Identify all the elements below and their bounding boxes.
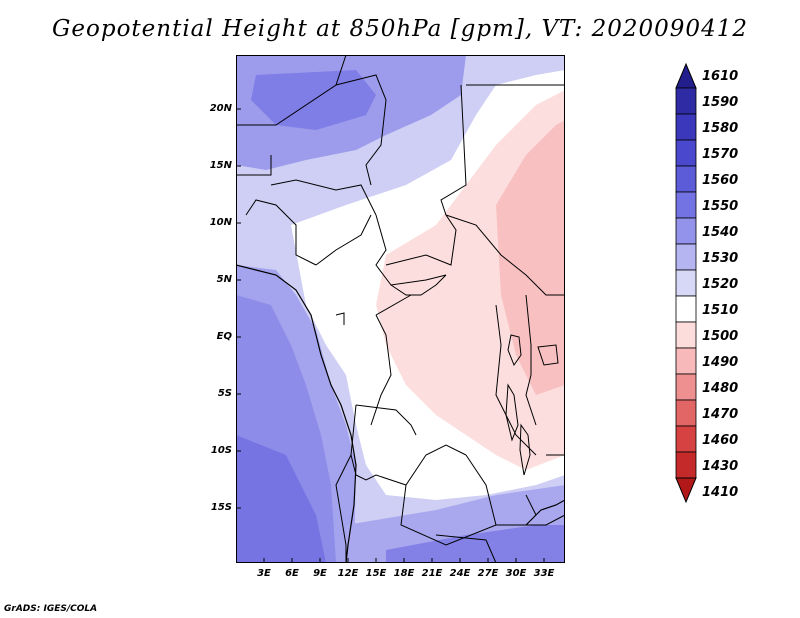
colorbar-label: 1410 (702, 485, 739, 500)
map-frame (236, 55, 565, 563)
colorbar-bottom-arrow (675, 477, 697, 504)
colorbar-segment (675, 425, 697, 453)
lat-label-10n: 10N (209, 217, 232, 228)
lakes (505, 334, 559, 476)
colorbar-label: 1470 (702, 407, 739, 422)
colorbar-top-arrow (675, 62, 697, 89)
coastline (236, 264, 357, 563)
colorbar-segment (675, 451, 697, 479)
geopotential-map (236, 55, 565, 563)
colorbar-segment (675, 165, 697, 193)
colorbar-label: 1590 (702, 95, 739, 110)
colorbar-label: 1490 (702, 355, 739, 370)
colorbar-label: 1510 (702, 303, 739, 318)
colorbar-label: 1570 (702, 147, 739, 162)
country-borders (236, 55, 565, 563)
colorbar-segment (675, 113, 697, 141)
colorbar-label: 1500 (702, 329, 739, 344)
colorbar-segment (675, 373, 697, 401)
field-high-core (496, 120, 565, 395)
colorbar-label: 1430 (702, 459, 739, 474)
colorbar-label: 1530 (702, 251, 739, 266)
lon-label-3e: 3E (257, 568, 271, 579)
colorbar-segment (675, 243, 697, 271)
lon-label-33e: 33E (533, 568, 555, 579)
lon-label-15e: 15E (365, 568, 387, 579)
colorbar-label: 1610 (702, 69, 739, 84)
lon-label-27e: 27E (477, 568, 499, 579)
colorbar-segment (675, 347, 697, 375)
lat-label-10s: 10S (210, 445, 232, 456)
colorbar-label: 1520 (702, 277, 739, 292)
colorbar-segment (675, 295, 697, 323)
map-panel (236, 55, 565, 563)
lon-label-9e: 9E (313, 568, 327, 579)
lat-label-5s: 5S (217, 388, 232, 399)
lon-label-18e: 18E (393, 568, 415, 579)
lat-label-15s: 15S (210, 502, 232, 513)
map-title: Geopotential Height at 850hPa [gpm], VT:… (52, 16, 748, 42)
grads-credit: GrADS: IGES/COLA (4, 604, 98, 614)
colorbar-label: 1560 (702, 173, 739, 188)
colorbar-segment (675, 399, 697, 427)
lat-label-5n: 5N (216, 274, 232, 285)
lon-label-6e: 6E (285, 568, 299, 579)
lon-label-24e: 24E (449, 568, 471, 579)
colorbar-segment (675, 139, 697, 167)
lat-label-eq: EQ (216, 331, 232, 342)
lon-label-12e: 12E (337, 568, 359, 579)
colorbar-label: 1480 (702, 381, 739, 396)
lon-label-21e: 21E (421, 568, 443, 579)
field-south-core (386, 525, 565, 563)
colorbar-label: 1460 (702, 433, 739, 448)
coastline-east (525, 499, 565, 526)
field-atlantic-south (236, 435, 326, 563)
colorbar-segment (675, 217, 697, 245)
lon-label-30e: 30E (505, 568, 527, 579)
colorbar-segment (675, 87, 697, 115)
colorbar-label: 1580 (702, 121, 739, 136)
colorbar-segment (675, 269, 697, 297)
colorbar-segment (675, 321, 697, 349)
axis-ticks (236, 108, 545, 563)
colorbar (675, 62, 697, 504)
lat-label-15n: 15N (209, 160, 232, 171)
lat-label-20n: 20N (209, 103, 232, 114)
colorbar-label: 1550 (702, 199, 739, 214)
colorbar-segment (675, 191, 697, 219)
colorbar-label: 1540 (702, 225, 739, 240)
